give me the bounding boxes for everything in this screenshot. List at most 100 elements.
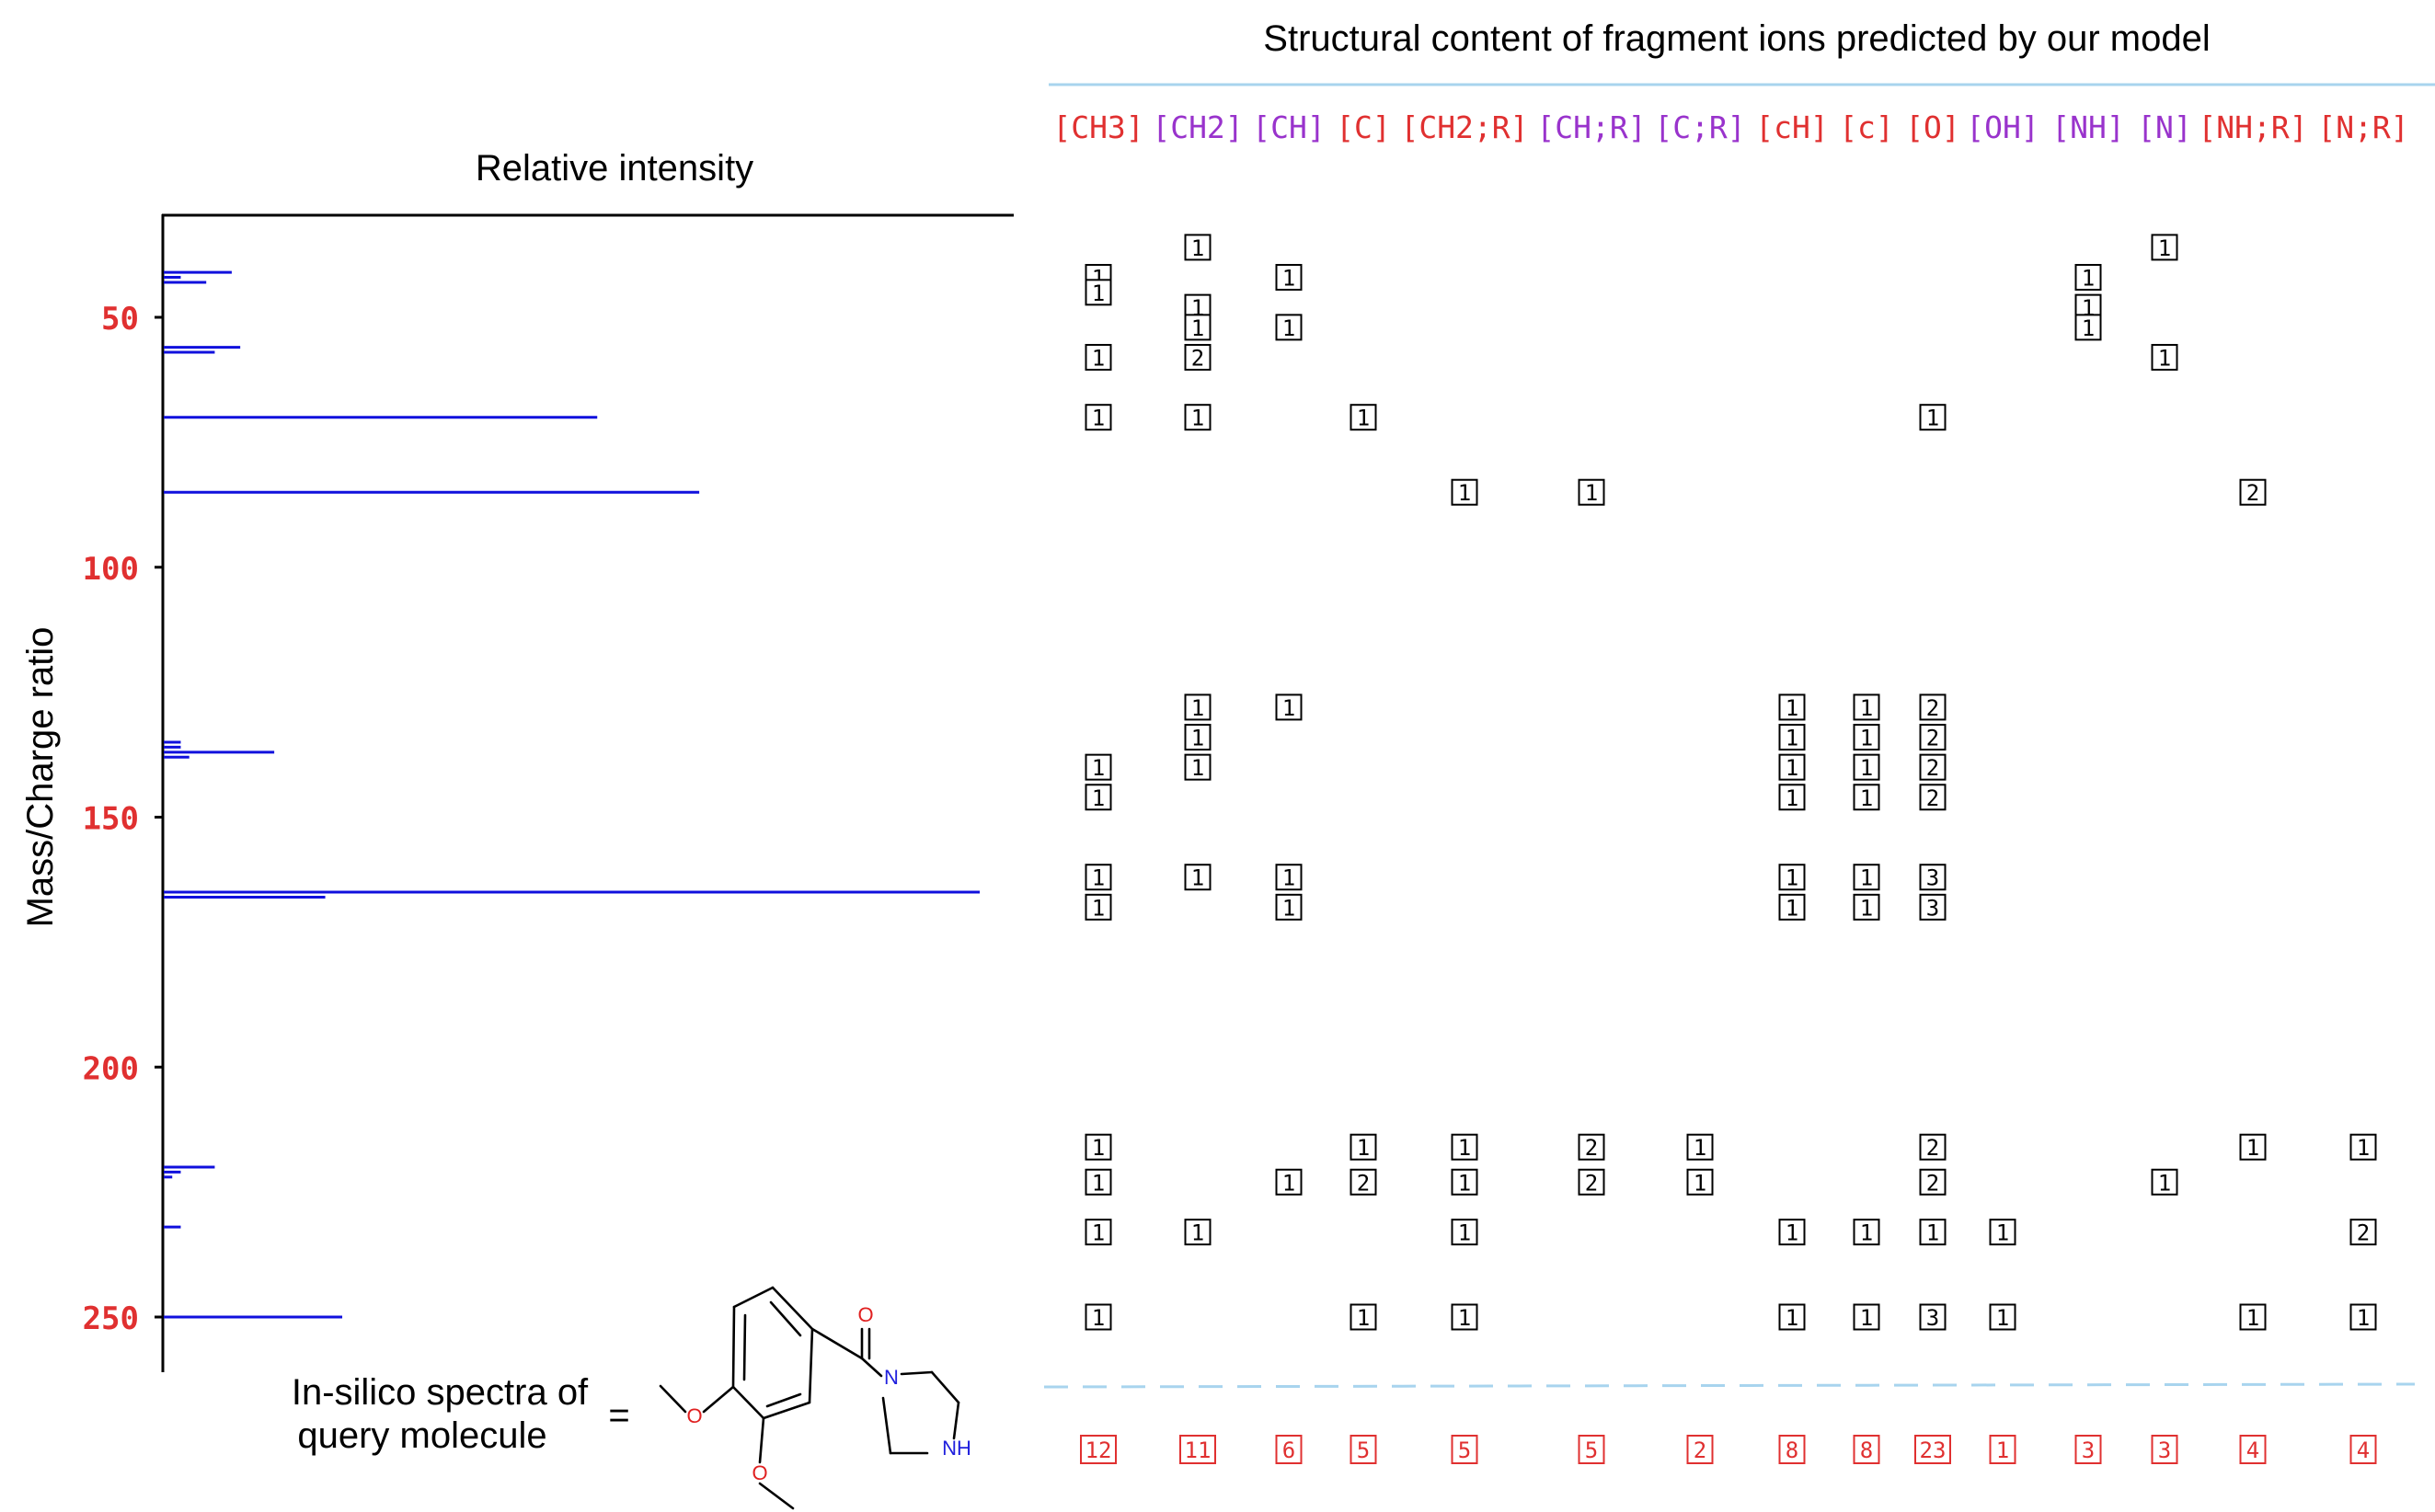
count-cell: 1 — [1350, 1133, 1377, 1161]
count-cell-box — [1853, 864, 1880, 891]
count-cell-box — [2151, 1168, 2178, 1196]
table-title: Structural content of fragment ions pred… — [1263, 18, 2210, 59]
count-cell-value: 1 — [2246, 1305, 2259, 1331]
count-cell-box — [1778, 1219, 1806, 1246]
count-cell: 2 — [1919, 784, 1947, 811]
total-cell-box — [1989, 1435, 2016, 1464]
amine-nh-label: NH — [942, 1437, 971, 1460]
count-cell: 1 — [1275, 1168, 1303, 1196]
count-cell-value: 1 — [2158, 345, 2171, 371]
count-cell-value: 1 — [1092, 1220, 1105, 1246]
fragment-table: Structural content of fragment ions pred… — [1043, 18, 2435, 1464]
count-cell-value: 1 — [2357, 1305, 2370, 1331]
count-cell-box — [2349, 1219, 2377, 1246]
count-cell-box — [1350, 1303, 1377, 1331]
count-cell: 2 — [2349, 1219, 2377, 1246]
total-cell-value: 23 — [1920, 1438, 1947, 1463]
total-cell: 5 — [1578, 1435, 1605, 1464]
y-tick-label: 100 — [83, 551, 139, 588]
count-cell-value: 1 — [1357, 1305, 1370, 1331]
amide-nitrogen-label: N — [884, 1366, 899, 1389]
count-cell: 1 — [1275, 864, 1303, 891]
count-cell-value: 1 — [1996, 1305, 2009, 1331]
count-cell-value: 1 — [1282, 1170, 1295, 1196]
count-cell: 1 — [2239, 1133, 2267, 1161]
count-cell-value: 1 — [1282, 865, 1295, 891]
count-cell-value: 1 — [1191, 235, 1204, 261]
count-cell-value: 1 — [1694, 1135, 1706, 1161]
count-cell-value: 1 — [1282, 266, 1295, 292]
count-cell: 2 — [1919, 724, 1947, 751]
count-cell-box — [1919, 693, 1947, 721]
count-cell-box — [1350, 1133, 1377, 1161]
count-cell: 1 — [2349, 1133, 2377, 1161]
count-cell: 1 — [1085, 1168, 1112, 1196]
count-cell-value: 1 — [1786, 755, 1798, 781]
count-cell-value: 1 — [1357, 406, 1370, 431]
count-cell: 1 — [1778, 753, 1806, 781]
count-cell: 1 — [1778, 864, 1806, 891]
count-cell-box — [1184, 404, 1212, 431]
count-cell-box — [1778, 864, 1806, 891]
count-cell-box — [1275, 864, 1303, 891]
count-cell: 1 — [1085, 864, 1112, 891]
count-cell-value: 2 — [1926, 755, 1939, 781]
total-cell-value: 4 — [2246, 1438, 2259, 1463]
count-cell-box — [1919, 1168, 1947, 1196]
count-cell-value: 1 — [1191, 755, 1204, 781]
total-cell-value: 6 — [1282, 1438, 1295, 1463]
count-cell-box — [1184, 234, 1212, 261]
count-cell: 1 — [1778, 1219, 1806, 1246]
count-cell-box — [1919, 724, 1947, 751]
count-cell: 1 — [1853, 1219, 1880, 1246]
total-cell: 6 — [1275, 1435, 1303, 1464]
count-cell: 1 — [1451, 1303, 1478, 1331]
count-cell-box — [1451, 1219, 1478, 1246]
count-cell: 1 — [1184, 1219, 1212, 1246]
total-cell-value: 3 — [2158, 1438, 2171, 1463]
count-cell-box — [1853, 784, 1880, 811]
count-cell-box — [1451, 1168, 1478, 1196]
count-cell-value: 2 — [1585, 1170, 1598, 1196]
count-cell-value: 1 — [1092, 865, 1105, 891]
count-cell-value: 1 — [1585, 480, 1598, 506]
count-cell-box — [1919, 404, 1947, 431]
column-header: [CH;R] — [1536, 109, 1646, 145]
count-cell-box — [1686, 1168, 1714, 1196]
count-cell-box — [1085, 893, 1112, 921]
count-cell: 1 — [1350, 404, 1377, 431]
spectrum-title: Relative intensity — [476, 148, 753, 189]
total-cell-value: 8 — [1786, 1438, 1798, 1463]
carbonyl-oxygen-label: O — [857, 1303, 873, 1326]
count-cell: 1 — [1085, 1303, 1112, 1331]
count-cell: 1 — [1853, 724, 1880, 751]
count-cell-value: 1 — [1282, 895, 1295, 921]
count-cell-value: 1 — [1191, 1220, 1204, 1246]
count-cell-value: 1 — [2158, 1170, 2171, 1196]
count-cell-box — [1085, 1133, 1112, 1161]
count-cell: 2 — [1919, 693, 1947, 721]
total-cell-value: 8 — [1860, 1438, 1873, 1463]
count-cell: 1 — [1451, 1133, 1478, 1161]
count-cell: 1 — [1275, 314, 1303, 341]
count-cell: 2 — [1919, 1168, 1947, 1196]
count-cell: 1 — [1778, 1303, 1806, 1331]
count-cell-value: 1 — [1092, 785, 1105, 811]
count-cell: 1 — [1184, 753, 1212, 781]
total-cell: 3 — [2074, 1435, 2102, 1464]
count-cell: 1 — [1275, 693, 1303, 721]
count-cell-value: 1 — [1092, 1305, 1105, 1331]
count-cell-box — [1778, 724, 1806, 751]
count-cell: 1 — [1919, 404, 1947, 431]
count-cell-value: 1 — [1786, 895, 1798, 921]
table-cells: 1 1 1 1 1 1 1 1 1 1 1 1 1 1 1 2 1 1 1 1 1 1 1 1 1 1 1 1 1 1 2 1 1 1 1 1 1 1 2 2… — [1085, 234, 2377, 1331]
count-cell-box — [1778, 1303, 1806, 1331]
count-cell: 1 — [1853, 693, 1880, 721]
count-cell-box — [1085, 404, 1112, 431]
count-cell-box — [1919, 893, 1947, 921]
count-cell: 2 — [2239, 478, 2267, 506]
count-cell-box — [1184, 1219, 1212, 1246]
count-cell: 1 — [2349, 1303, 2377, 1331]
count-cell-value: 1 — [1282, 695, 1295, 721]
column-header: [O] — [1905, 109, 1960, 145]
